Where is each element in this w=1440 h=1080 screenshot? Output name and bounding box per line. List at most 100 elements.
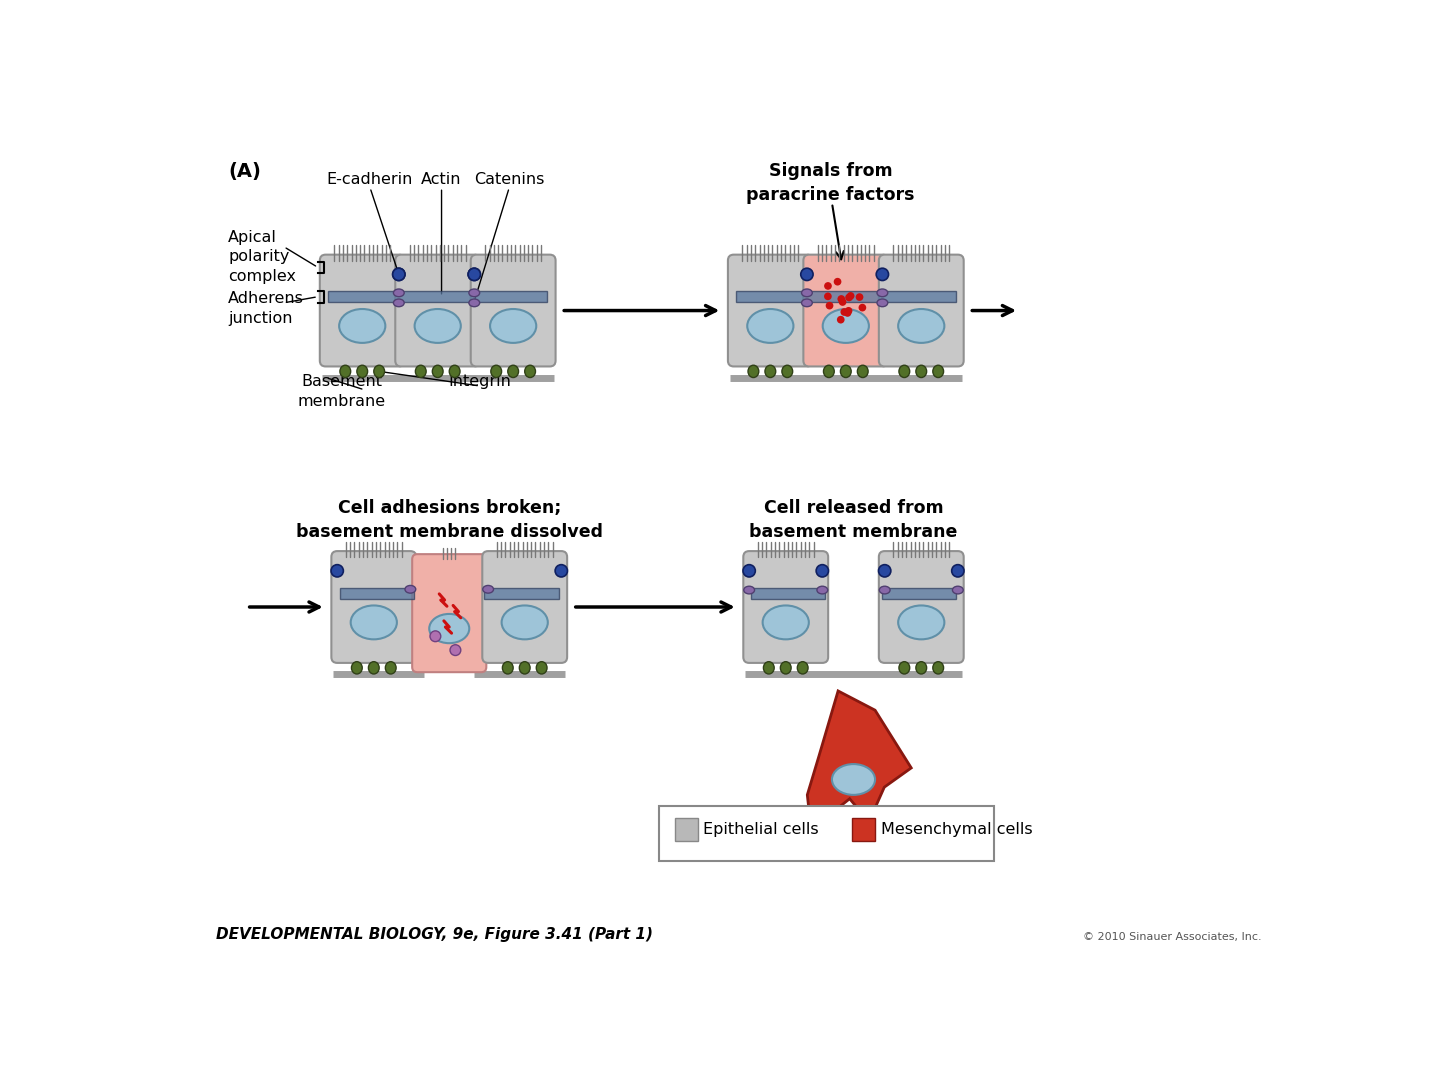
Ellipse shape — [765, 365, 776, 378]
Ellipse shape — [524, 365, 536, 378]
Ellipse shape — [432, 365, 444, 378]
FancyBboxPatch shape — [482, 551, 567, 663]
Ellipse shape — [876, 268, 888, 281]
Ellipse shape — [482, 585, 494, 593]
Ellipse shape — [780, 662, 791, 674]
Ellipse shape — [816, 586, 828, 594]
Text: Mesenchymal cells: Mesenchymal cells — [881, 822, 1032, 837]
Ellipse shape — [469, 289, 480, 297]
Bar — [675, 818, 698, 841]
FancyBboxPatch shape — [320, 255, 405, 366]
Text: E-cadherin: E-cadherin — [327, 172, 413, 187]
Ellipse shape — [899, 365, 910, 378]
Ellipse shape — [933, 365, 943, 378]
FancyBboxPatch shape — [395, 255, 480, 366]
FancyBboxPatch shape — [727, 255, 812, 366]
Ellipse shape — [877, 299, 888, 307]
Ellipse shape — [451, 645, 461, 656]
Text: Cell released from
basement membrane: Cell released from basement membrane — [749, 499, 958, 541]
Ellipse shape — [838, 298, 847, 306]
Ellipse shape — [952, 586, 963, 594]
Ellipse shape — [899, 309, 945, 342]
Ellipse shape — [845, 294, 852, 301]
Bar — [328, 292, 547, 302]
Bar — [340, 588, 415, 598]
Text: © 2010 Sinauer Associates, Inc.: © 2010 Sinauer Associates, Inc. — [1083, 932, 1261, 942]
Ellipse shape — [415, 309, 461, 342]
FancyBboxPatch shape — [412, 554, 487, 672]
Polygon shape — [808, 691, 912, 829]
Ellipse shape — [952, 565, 963, 577]
Ellipse shape — [747, 365, 759, 378]
Ellipse shape — [763, 606, 809, 639]
Ellipse shape — [393, 299, 405, 307]
Ellipse shape — [857, 365, 868, 378]
FancyBboxPatch shape — [878, 255, 963, 366]
Ellipse shape — [878, 565, 891, 577]
Ellipse shape — [490, 309, 536, 342]
Ellipse shape — [855, 294, 864, 301]
Ellipse shape — [933, 662, 943, 674]
Text: Catenins: Catenins — [474, 172, 544, 187]
Ellipse shape — [536, 662, 547, 674]
Ellipse shape — [743, 565, 756, 577]
FancyBboxPatch shape — [331, 551, 416, 663]
Text: Epithelial cells: Epithelial cells — [703, 822, 819, 837]
Bar — [883, 588, 956, 598]
Ellipse shape — [357, 365, 367, 378]
Ellipse shape — [802, 289, 812, 297]
Bar — [752, 588, 825, 598]
Bar — [484, 588, 559, 598]
Ellipse shape — [838, 295, 845, 302]
FancyBboxPatch shape — [878, 551, 963, 663]
Text: Apical
polarity
complex: Apical polarity complex — [229, 230, 297, 284]
Ellipse shape — [747, 309, 793, 342]
Ellipse shape — [469, 299, 480, 307]
Text: Integrin: Integrin — [449, 375, 511, 390]
FancyBboxPatch shape — [804, 255, 888, 366]
Ellipse shape — [340, 309, 386, 342]
Ellipse shape — [468, 268, 481, 281]
Ellipse shape — [834, 278, 841, 285]
Text: (A): (A) — [229, 162, 261, 181]
Ellipse shape — [468, 268, 481, 281]
Bar — [852, 818, 876, 841]
Ellipse shape — [824, 282, 832, 289]
Ellipse shape — [429, 613, 469, 644]
Ellipse shape — [841, 308, 848, 315]
Ellipse shape — [393, 268, 405, 281]
Ellipse shape — [916, 662, 927, 674]
Ellipse shape — [880, 586, 890, 594]
Ellipse shape — [369, 662, 379, 674]
Ellipse shape — [858, 303, 867, 311]
Text: Signals from
paracrine factors: Signals from paracrine factors — [746, 162, 914, 203]
Ellipse shape — [331, 565, 343, 577]
Text: Basement
membrane: Basement membrane — [298, 375, 386, 409]
Ellipse shape — [841, 365, 851, 378]
Text: DEVELOPMENTAL BIOLOGY, 9e, Figure 3.41 (Part 1): DEVELOPMENTAL BIOLOGY, 9e, Figure 3.41 (… — [216, 927, 652, 942]
Ellipse shape — [501, 606, 547, 639]
Ellipse shape — [508, 365, 518, 378]
Ellipse shape — [405, 585, 416, 593]
Ellipse shape — [340, 365, 351, 378]
Ellipse shape — [431, 631, 441, 642]
Ellipse shape — [386, 662, 396, 674]
Ellipse shape — [899, 606, 945, 639]
Ellipse shape — [798, 662, 808, 674]
Text: Actin: Actin — [422, 172, 462, 187]
Ellipse shape — [351, 662, 363, 674]
Ellipse shape — [832, 764, 876, 795]
Ellipse shape — [744, 586, 755, 594]
Ellipse shape — [837, 315, 845, 324]
Ellipse shape — [763, 662, 775, 674]
Ellipse shape — [520, 662, 530, 674]
FancyBboxPatch shape — [660, 806, 994, 861]
Ellipse shape — [845, 307, 852, 314]
Ellipse shape — [822, 309, 868, 342]
Ellipse shape — [816, 565, 828, 577]
Ellipse shape — [877, 289, 888, 297]
Ellipse shape — [351, 606, 397, 639]
Ellipse shape — [503, 662, 513, 674]
Ellipse shape — [899, 662, 910, 674]
FancyBboxPatch shape — [743, 551, 828, 663]
